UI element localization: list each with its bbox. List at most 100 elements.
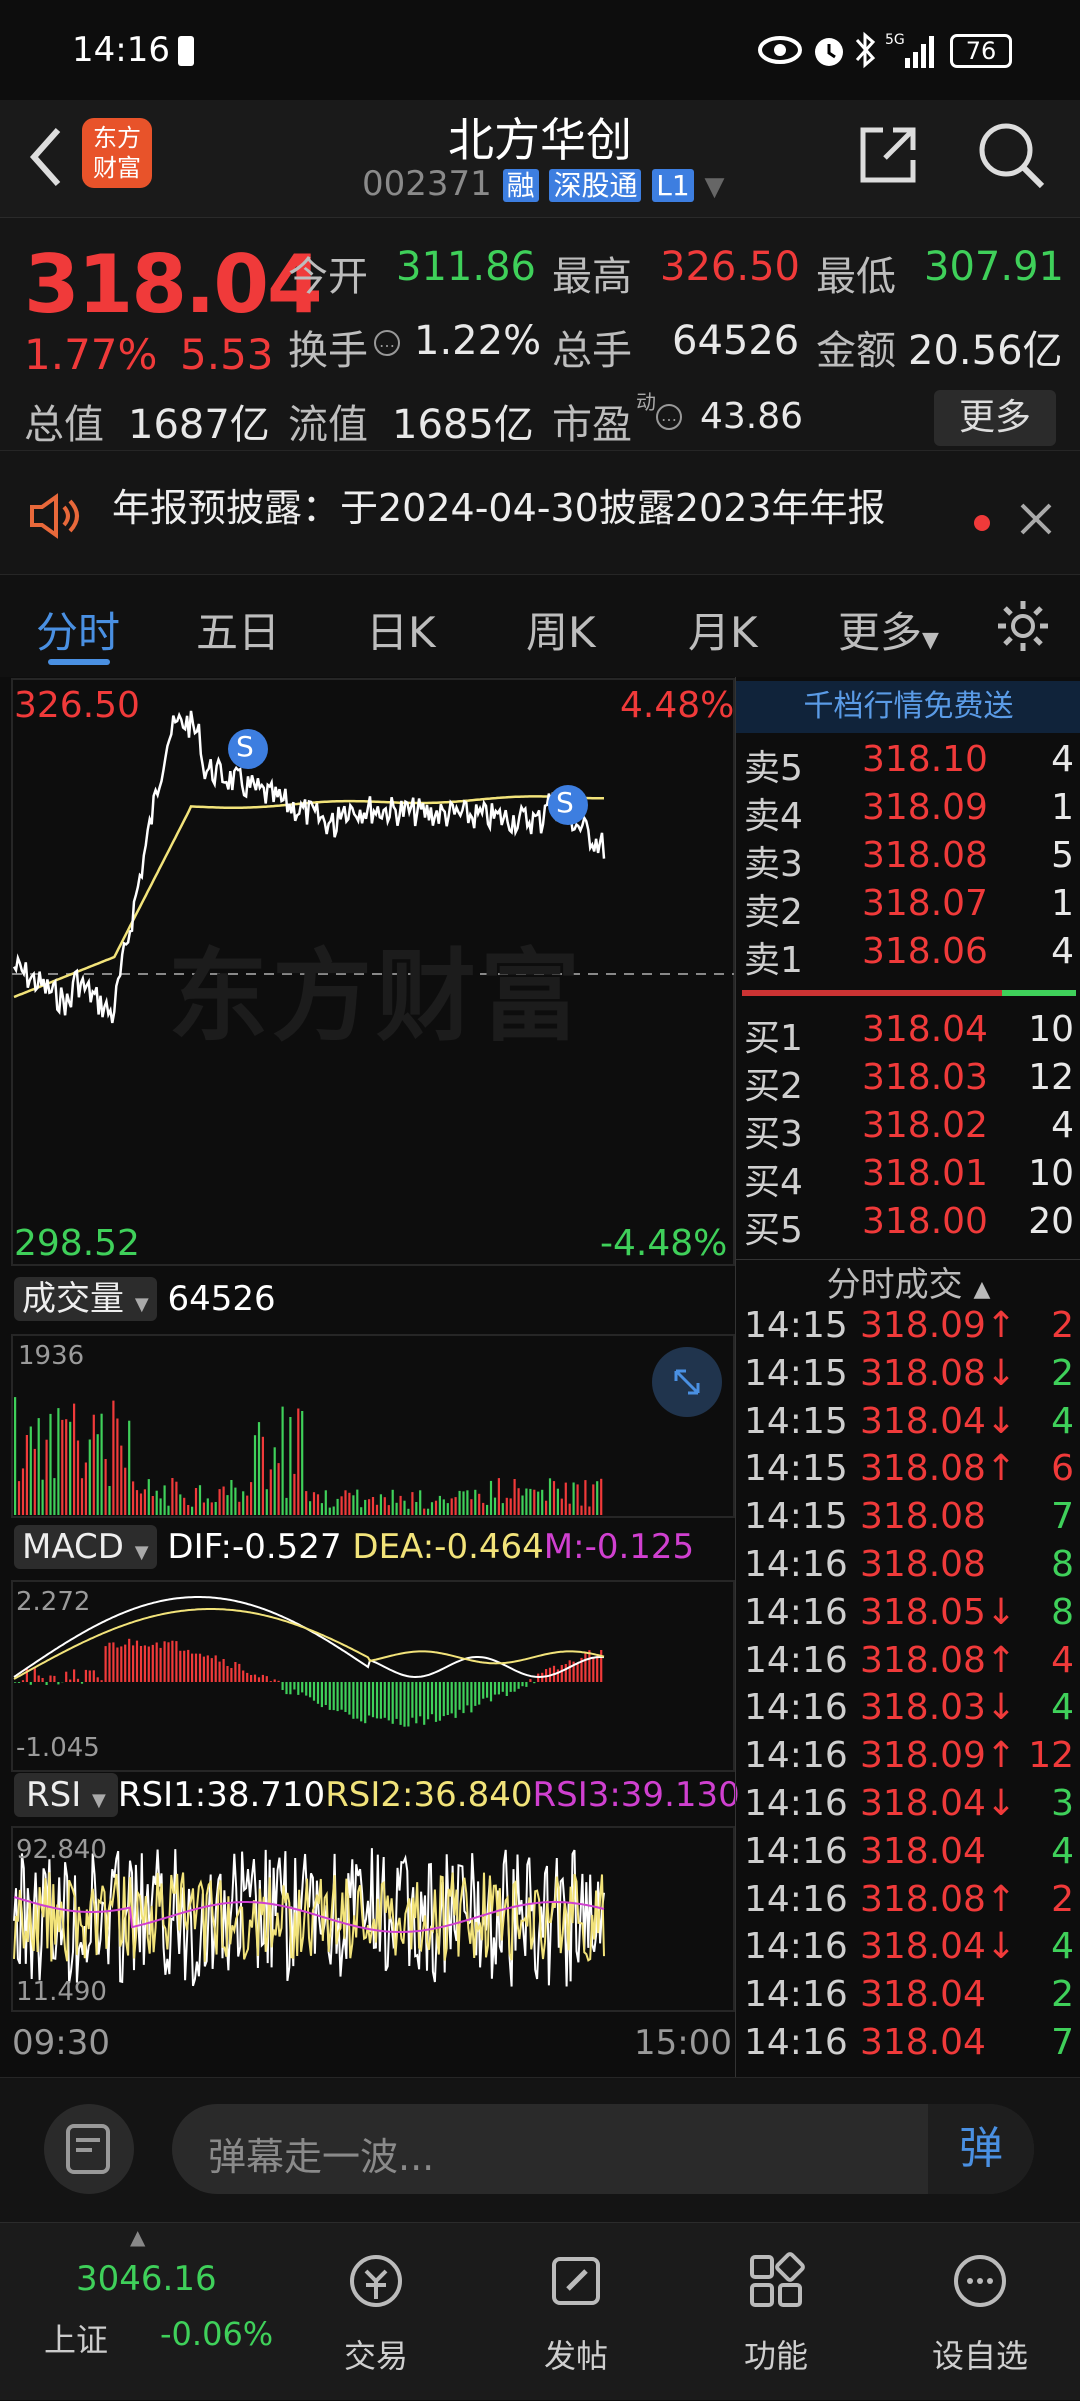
macd-bar [140,1646,142,1682]
tab-monthly-k[interactable]: 月K [688,599,758,660]
more-button[interactable]: 更多 [934,390,1056,446]
volume-bar [502,1503,504,1515]
macd-bar [42,1678,44,1682]
nav-trade[interactable]: 交易 [276,2223,476,2401]
close-icon[interactable] [1018,501,1054,537]
macd-indicator-select[interactable]: MACD ▼ [14,1525,157,1569]
nav-functions[interactable]: 功能 [676,2223,876,2401]
nav-post[interactable]: 发帖 [476,2223,676,2401]
gear-icon[interactable] [994,597,1052,655]
nav-add-watchlist-label: 设自选 [880,2331,1080,2377]
volume-indicator-select[interactable]: 成交量 ▼ [14,1277,157,1321]
price-top-label: 326.50 [14,685,140,726]
volume-bar [278,1463,280,1515]
tab-intraday[interactable]: 分时 [36,599,120,660]
rsi-indicator-select[interactable]: RSI ▼ [14,1773,118,1817]
ask-bid-bar-red [742,990,1002,996]
stock-code-row[interactable]: 002371 融 深股通 L1 ▼ [362,164,782,208]
nav-add-watchlist[interactable]: 设自选 [880,2223,1080,2401]
danmu-toggle[interactable]: 弹 [928,2104,1034,2194]
notes-button[interactable] [44,2104,134,2194]
macd-bar [89,1671,91,1683]
volume-bar [415,1502,417,1515]
trade-qty: 7 [1051,2022,1074,2063]
macd-bar [561,1665,563,1682]
volume-bar [105,1459,107,1515]
volume-bar [411,1492,413,1515]
trade-icon [346,2251,406,2311]
info-icon[interactable]: … [374,330,400,356]
volume-bar [144,1489,146,1515]
tab-more[interactable]: 更多▼ [838,599,939,660]
volume-bar [120,1446,122,1515]
index-ticker[interactable]: ▲ 3046.16 上证 -0.06% [0,2223,280,2401]
trades-title[interactable]: 分时成交 ▲ [736,1257,1080,1306]
macd-bar [403,1682,405,1727]
macd-bar [120,1646,122,1682]
expand-button[interactable] [652,1347,722,1417]
macd-bar [329,1682,331,1710]
macd-bar [223,1659,225,1682]
macd-bar [14,1682,16,1683]
macd-bar [317,1682,319,1704]
macd-bar [18,1682,20,1683]
volume-bar [364,1500,366,1515]
ask-price: 318.08 [862,835,988,876]
pe-info-icon[interactable]: … [656,404,682,430]
bid-qty: 4 [1051,1105,1074,1146]
volume-bar [596,1481,598,1515]
tab-five-day[interactable]: 五日 [196,599,280,660]
ask-level: 卖3 [744,835,803,887]
search-icon[interactable] [976,120,1048,192]
volume-bar [537,1492,539,1515]
open-label: 今开 [288,244,368,302]
comment-input[interactable]: 弹幕走一波... 弹 [172,2104,1034,2194]
volume-bar [525,1489,527,1516]
macd-bar [191,1654,193,1682]
trade-time: 14:16 [744,1926,848,1967]
nav-functions-label: 功能 [676,2331,876,2377]
tab-weekly-k[interactable]: 周K [526,599,596,660]
macd-bar [167,1642,169,1682]
volume-bar [557,1489,559,1515]
macd-bar [498,1682,500,1694]
tab-daily-k[interactable]: 日K [366,599,436,660]
volume-bar [439,1496,441,1515]
macd-bar [490,1682,492,1701]
macd-bar [510,1682,512,1692]
volume-bar [569,1504,571,1515]
volume-bar [77,1441,79,1516]
ask-level: 卖4 [744,787,803,839]
trade-price: 318.08↓ [860,1353,1016,1394]
macd-max-label: 2.272 [16,1587,90,1617]
macd-bar [372,1682,374,1717]
depth-banner[interactable]: 千档行情免费送 [736,681,1080,733]
volume-bar [305,1491,307,1515]
macd-bar [242,1671,244,1683]
intraday-chart[interactable] [0,677,735,2077]
trade-qty: 4 [1051,1687,1074,1728]
notice-bar[interactable]: 年报预披露：于2024-04-30披露2023年年报 [0,450,1080,575]
nav-post-label: 发帖 [476,2331,676,2377]
volume-bar [148,1479,150,1515]
macd-bar [250,1675,252,1682]
volume-bar [431,1502,433,1515]
volume-bar [297,1409,299,1516]
share-icon[interactable] [855,122,921,188]
index-name: 上证 [44,2315,108,2361]
volume-bar [584,1480,586,1515]
volume-bar [187,1505,189,1515]
